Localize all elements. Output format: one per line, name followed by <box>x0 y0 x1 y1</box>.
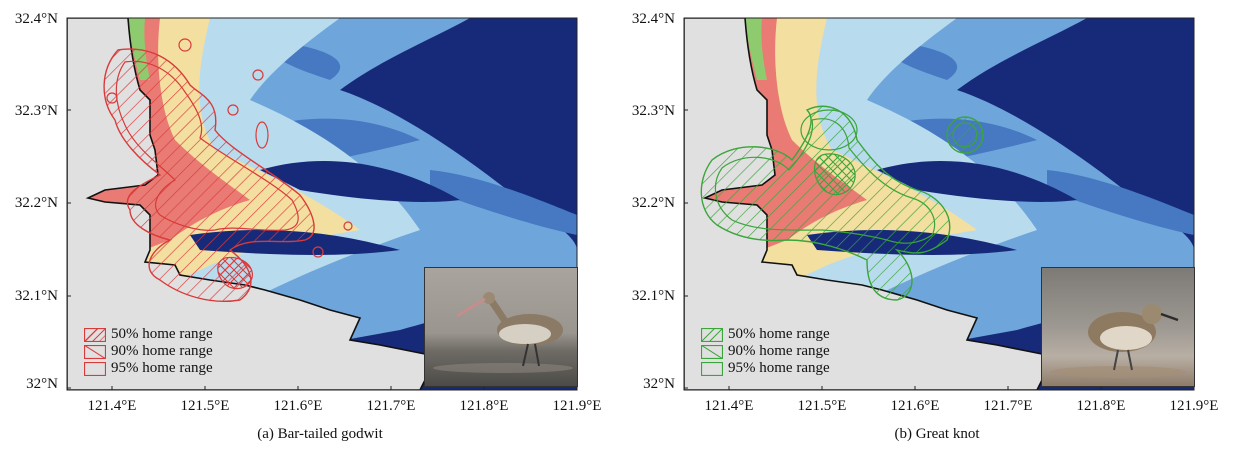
hatch-50-icon <box>701 328 723 342</box>
lat-label: 32.1°N <box>631 288 675 304</box>
lon-label: 121.5°E <box>180 398 230 414</box>
lon-label: 121.6°E <box>273 398 323 414</box>
panel-great-knot: 32.4°N 32.3°N 32.2°N 32.1°N 32°N 121.4°E… <box>617 0 1227 450</box>
legend-label: 50% home range <box>111 326 213 342</box>
home-range-95 <box>700 105 951 301</box>
lat-label: 32°N <box>26 376 58 392</box>
lat-label: 32.2°N <box>14 195 58 211</box>
outline-95-icon <box>84 362 106 376</box>
panel-caption: (b) Great knot <box>894 426 980 442</box>
hatch-90-icon <box>701 345 723 359</box>
outline-95-icon <box>701 362 723 376</box>
home-range-contours <box>103 38 353 302</box>
lon-label: 121.9°E <box>552 398 602 414</box>
deep-channel <box>817 40 1194 235</box>
legend-label: 95% home range <box>111 360 213 376</box>
lon-label: 121.4°E <box>704 398 754 414</box>
home-range-50 <box>813 153 856 196</box>
lon-label: 121.5°E <box>797 398 847 414</box>
lat-label: 32°N <box>643 376 675 392</box>
lon-label: 121.9°E <box>1169 398 1219 414</box>
legend-label: 50% home range <box>728 326 830 342</box>
bar-tailed-godwit-photo <box>424 267 578 387</box>
home-range-50 <box>217 256 253 290</box>
legend-label: 90% home range <box>728 343 830 359</box>
lat-label: 32.2°N <box>631 195 675 211</box>
panel-caption: (a) Bar-tailed godwit <box>257 426 383 442</box>
lon-label: 121.7°E <box>366 398 416 414</box>
lat-label: 32.1°N <box>14 288 58 304</box>
hatch-90-icon <box>84 345 106 359</box>
legend-label: 95% home range <box>728 360 830 376</box>
home-range-contours <box>700 105 984 301</box>
lat-label: 32.4°N <box>631 11 675 27</box>
vegetation <box>745 18 767 80</box>
panel-bar-tailed-godwit: 32.4°N 32.3°N 32.2°N 32.1°N 32°N 121.4°E… <box>0 0 610 450</box>
lon-label: 121.8°E <box>459 398 509 414</box>
lat-label: 32.4°N <box>14 11 58 27</box>
lon-label: 121.8°E <box>1076 398 1126 414</box>
lon-label: 121.6°E <box>890 398 940 414</box>
lat-label: 32.3°N <box>631 103 675 119</box>
lon-label: 121.4°E <box>87 398 137 414</box>
hatch-50-icon <box>84 328 106 342</box>
great-knot-photo <box>1041 267 1195 387</box>
home-range-95 <box>103 48 315 302</box>
home-range-90 <box>115 60 299 231</box>
lon-label: 121.7°E <box>983 398 1033 414</box>
legend-label: 90% home range <box>111 343 213 359</box>
lat-label: 32.3°N <box>14 103 58 119</box>
deep-channel <box>200 40 577 235</box>
